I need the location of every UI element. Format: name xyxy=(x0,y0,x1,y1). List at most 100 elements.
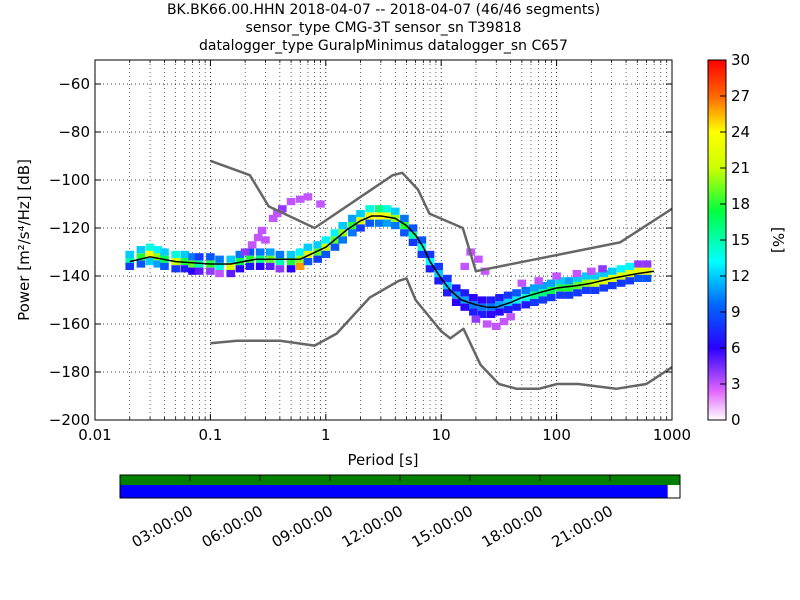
psd-bin xyxy=(451,284,461,292)
psd-bin xyxy=(460,262,470,270)
coverage-data-bar xyxy=(120,485,668,498)
psd-bin xyxy=(303,243,313,251)
colorbar-tick-label: 27 xyxy=(731,87,750,105)
psd-bin xyxy=(625,277,635,285)
psd-bin xyxy=(408,224,418,232)
colorbar-tick-label: 9 xyxy=(731,303,741,321)
psd-bin xyxy=(477,303,487,311)
psd-bin xyxy=(313,241,322,249)
coverage-time-label: 09:00:00 xyxy=(269,502,336,551)
psd-bin xyxy=(313,248,322,256)
psd-bin xyxy=(521,301,531,309)
psd-bin xyxy=(295,248,305,256)
psd-bin xyxy=(512,303,521,311)
psd-bin xyxy=(477,296,487,304)
psd-bin xyxy=(338,222,347,230)
psd-bin xyxy=(517,279,527,287)
psd-bin xyxy=(188,267,197,275)
psd-bin xyxy=(599,270,609,278)
psd-bin xyxy=(564,277,574,285)
psd-bin xyxy=(608,267,617,275)
coverage-time-label: 21:00:00 xyxy=(549,502,616,551)
x-tick-label: 0.01 xyxy=(78,426,111,444)
colorbar-tick-label: 21 xyxy=(731,159,750,177)
psd-bin xyxy=(529,298,539,306)
psd-bin xyxy=(245,255,255,263)
psd-bin xyxy=(573,274,582,282)
psd-bin xyxy=(503,291,513,299)
psd-bin xyxy=(153,253,163,261)
x-axis-label: Period [s] xyxy=(347,451,418,469)
psd-bin xyxy=(275,250,285,258)
y-tick-label: −100 xyxy=(49,171,90,189)
psd-bin xyxy=(136,260,146,268)
psd-bin xyxy=(390,207,400,215)
psd-bin xyxy=(171,250,180,258)
psd-bin xyxy=(215,270,224,278)
model-curves xyxy=(129,159,672,391)
psd-bin xyxy=(247,241,257,249)
psd-bin xyxy=(471,315,481,323)
psd-bin xyxy=(538,296,548,304)
psd-bin xyxy=(506,313,515,321)
psd-bin xyxy=(547,294,556,302)
x-tick-label: 100 xyxy=(542,426,571,444)
psd-bin xyxy=(408,238,418,246)
plot-frame xyxy=(94,59,673,421)
psd-bin xyxy=(486,310,496,318)
psd-bin xyxy=(486,296,496,304)
psd-bin xyxy=(286,265,296,273)
psd-bin xyxy=(226,262,236,270)
psd-bin xyxy=(160,248,169,256)
psd-bin xyxy=(286,198,296,206)
psd-bin xyxy=(469,301,478,309)
psd-bin xyxy=(534,277,544,285)
psd-bin xyxy=(235,265,245,273)
psd-bin xyxy=(286,258,296,266)
psd-bin xyxy=(265,262,275,270)
psd-bin xyxy=(278,205,287,213)
psd-bin xyxy=(286,250,296,258)
psd-bin xyxy=(598,265,607,273)
psd-bin xyxy=(206,253,215,261)
psd-bin xyxy=(625,262,635,270)
x-tick-label: 0.1 xyxy=(198,426,222,444)
psd-bin xyxy=(365,219,374,227)
psd-bin xyxy=(145,258,155,266)
psd-bin xyxy=(556,291,565,299)
psd-bin xyxy=(590,272,600,280)
psd-bin xyxy=(425,265,435,273)
psd-bin xyxy=(480,267,490,275)
colorbar-ticks: 0 3 6 9 12 15 18 21 24 27 30 xyxy=(720,51,750,429)
chart-title-line-1: BK.BK66.00.HHN 2018-04-07 -- 2018-04-07 … xyxy=(166,2,601,18)
psd-bin xyxy=(171,265,180,273)
x-axis-ticks: 0.01 0.1 1 10 100 1000 xyxy=(78,60,691,444)
psd-heatmap xyxy=(125,193,652,330)
x-tick-label: 1000 xyxy=(653,426,691,444)
psd-bin xyxy=(529,291,539,299)
psd-bin xyxy=(642,267,652,275)
psd-bin xyxy=(499,318,509,326)
psd-bin xyxy=(374,205,384,213)
psd-bin xyxy=(460,296,470,304)
colorbar-label: [%] xyxy=(769,227,787,253)
psd-bin xyxy=(194,267,204,275)
y-tick-label: −120 xyxy=(49,219,90,237)
psd-bin xyxy=(303,193,313,201)
psd-bin xyxy=(503,298,513,306)
psd-bin xyxy=(374,219,384,227)
psd-bin xyxy=(425,250,435,258)
psd-bin xyxy=(145,243,155,251)
coverage-time-label: 12:00:00 xyxy=(339,502,406,551)
psd-bin xyxy=(160,262,169,270)
psd-bin xyxy=(295,262,305,270)
psd-bin xyxy=(215,255,224,263)
colorbar-tick-label: 30 xyxy=(731,51,750,69)
psd-bin xyxy=(599,284,609,292)
psd-bin xyxy=(608,282,617,290)
psd-bin xyxy=(434,262,443,270)
psd-bin xyxy=(573,289,582,297)
psd-bin xyxy=(582,279,591,287)
psd-bin xyxy=(590,279,600,287)
